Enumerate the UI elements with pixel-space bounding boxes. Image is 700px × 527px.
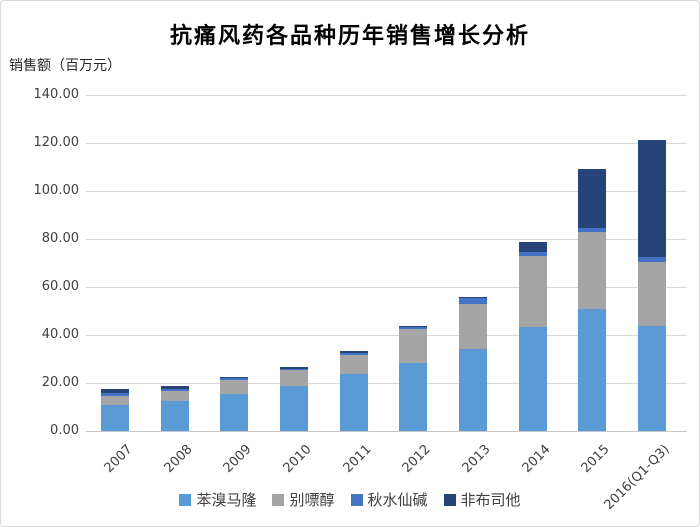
legend: 苯溴马隆 别嘌醇 秋水仙碱 非布司他	[1, 489, 699, 510]
gridline	[86, 95, 687, 96]
x-axis-label: 2010	[280, 442, 315, 477]
legend-label: 秋水仙碱	[367, 491, 428, 509]
x-axis-label: 2015	[578, 442, 613, 477]
bar-segment-别嘌醇-2011	[339, 355, 368, 375]
bar-segment-秋水仙碱-2012	[399, 326, 428, 329]
legend-swatch-icon	[179, 493, 192, 506]
bar-segment-别嘌醇-2010	[279, 370, 308, 386]
x-axis-label: 2014	[519, 442, 554, 477]
bar-segment-秋水仙碱-2007	[101, 392, 129, 397]
bar-segment-非布司他-2013	[458, 296, 487, 298]
chart-title: 抗痛风药各品种历年销售增长分析	[169, 24, 530, 49]
y-tick-label: 60.00	[41, 279, 79, 294]
y-tick-label: 100.00	[33, 183, 80, 198]
bar-segment-秋水仙碱-2016(Q1-Q3)	[637, 257, 666, 262]
bar-segment-秋水仙碱-2014	[518, 252, 547, 256]
x-axis-label: 2013	[459, 442, 494, 477]
bar-segment-苯溴马隆-2011	[339, 374, 368, 431]
legend-label: 别嘌醇	[289, 491, 335, 509]
y-tick-label: 20.00	[41, 375, 79, 390]
gridline	[86, 191, 687, 192]
legend-label: 苯溴马隆	[196, 491, 257, 509]
bar-segment-别嘌醇-2013	[458, 303, 487, 350]
bar-segment-苯溴马隆-2016(Q1-Q3)	[637, 325, 666, 431]
legend-item: 别嘌醇	[272, 489, 335, 510]
gridline	[86, 143, 687, 144]
bar-segment-苯溴马隆-2013	[458, 349, 487, 431]
bar-segment-苯溴马隆-2014	[518, 326, 547, 431]
bar-segment-非布司他-2012	[399, 325, 428, 327]
bar-segment-别嘌醇-2012	[399, 329, 428, 363]
y-axis-title: 销售额（百万元）	[9, 58, 121, 74]
bar-segment-非布司他-2009	[220, 376, 249, 379]
bar-segment-别嘌醇-2015	[578, 232, 607, 310]
bar-segment-非布司他-2010	[279, 366, 308, 369]
bar-segment-秋水仙碱-2008	[160, 388, 189, 391]
bar-segment-别嘌醇-2008	[160, 390, 189, 401]
x-axis-label: 2011	[340, 442, 375, 477]
y-tick-label: 80.00	[41, 231, 79, 246]
bar-segment-秋水仙碱-2009	[220, 378, 249, 380]
x-axis-label: 2009	[220, 442, 255, 477]
bar-segment-苯溴马隆-2015	[578, 309, 607, 431]
bar-segment-苯溴马隆-2007	[101, 404, 129, 431]
bar-segment-别嘌醇-2016(Q1-Q3)	[637, 261, 666, 326]
legend-swatch-icon	[272, 493, 285, 506]
gridline	[86, 383, 687, 384]
gridline	[86, 287, 687, 288]
legend-swatch-icon	[350, 493, 363, 506]
gridline	[86, 335, 687, 336]
legend-item: 非布司他	[443, 489, 521, 510]
bar-segment-别嘌醇-2014	[518, 255, 547, 327]
bar-segment-苯溴马隆-2012	[399, 362, 428, 431]
y-tick-label: 0.00	[50, 423, 79, 438]
bar-segment-非布司他-2016(Q1-Q3)	[637, 139, 666, 258]
legend-label: 非布司他	[460, 491, 521, 509]
bar-segment-非布司他-2007	[101, 388, 129, 393]
bar-segment-别嘌醇-2007	[101, 396, 129, 405]
bar-segment-非布司他-2014	[518, 242, 547, 253]
bar-segment-非布司他-2015	[578, 168, 607, 228]
bar-segment-秋水仙碱-2015	[578, 227, 607, 233]
bar-segment-苯溴马隆-2010	[279, 385, 308, 431]
legend-swatch-icon	[443, 493, 456, 506]
gridline	[86, 239, 687, 240]
bar-segment-苯溴马隆-2009	[220, 394, 249, 431]
x-axis-label: 2008	[161, 442, 196, 477]
bar-segment-秋水仙碱-2010	[279, 368, 308, 371]
y-tick-label: 120.00	[33, 135, 80, 150]
legend-item: 苯溴马隆	[179, 489, 256, 510]
x-axis-label: 2007	[101, 442, 136, 477]
bar-segment-非布司他-2011	[339, 350, 368, 354]
y-tick-label: 140.00	[33, 87, 80, 102]
bar-segment-苯溴马隆-2008	[160, 400, 189, 431]
bar-segment-非布司他-2008	[160, 385, 189, 389]
y-tick-label: 40.00	[41, 327, 79, 342]
legend-item: 秋水仙碱	[350, 489, 428, 510]
x-axis-label: 2012	[399, 442, 434, 477]
x-axis-line	[86, 431, 687, 432]
bar-segment-秋水仙碱-2013	[458, 297, 487, 304]
bar-segment-秋水仙碱-2011	[339, 353, 368, 356]
bar-segment-别嘌醇-2009	[220, 379, 249, 395]
